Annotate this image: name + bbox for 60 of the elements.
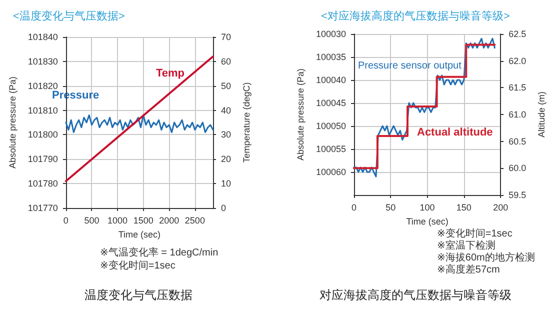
y2-tick-label: 60.0 [508, 163, 526, 174]
text: 温度变化与气压数据 [84, 288, 192, 302]
y2-tick-label: 10 [221, 178, 232, 189]
y-axis-title: Absolute pressure (Pa) [296, 68, 306, 161]
y-tick-label: 100035 [316, 52, 346, 62]
chart-title: <对应海拔高度的气压数据与噪音等级> [321, 10, 510, 22]
y2-tick-label: 60 [221, 56, 232, 66]
text: ※室温下检测 [437, 240, 496, 252]
y2-tick-label: 50 [221, 80, 232, 91]
y-tick-label: 100055 [316, 144, 346, 154]
y2-tick-label: 20 [221, 154, 232, 164]
y-tick-label: 101800 [28, 130, 58, 140]
y-tick-label: 101820 [28, 80, 58, 91]
chart-title: <温度变化与气压数据> [13, 10, 125, 22]
y2-tick-label: 62.0 [508, 56, 526, 66]
x-tick-label: 1500 [133, 216, 154, 226]
y-tick-label: 100040 [316, 75, 346, 85]
x-tick-label: 0 [63, 216, 68, 226]
y-tick-label: 101790 [28, 154, 58, 164]
x-tick-label: 100 [420, 202, 435, 212]
x-tick-label: 150 [456, 202, 472, 212]
x-axis-title: Time (sec) [406, 216, 448, 226]
y2-tick-label: 62.5 [508, 29, 526, 39]
y-tick-label: 100060 [316, 167, 346, 177]
text: ※高度差57cm [437, 264, 500, 276]
y-tick-label: 100030 [316, 29, 346, 39]
text: ※变化时间=1sec [437, 228, 512, 240]
y2-tick-label: 70 [221, 32, 232, 42]
y2-axis-title: Temperature (degC) [241, 82, 252, 163]
y2-tick-label: 61.0 [508, 110, 526, 120]
y-tick-label: 101830 [28, 56, 58, 66]
text: ※变化时间=1sec [100, 260, 176, 272]
series-label: Pressure sensor output [358, 60, 462, 72]
text: ※气温变化率 = 1degC/min [100, 246, 218, 258]
y-tick-label: 100045 [316, 98, 346, 108]
y-tick-label: 101770 [28, 203, 58, 213]
y2-tick-label: 40 [221, 105, 232, 116]
y-tick-label: 100050 [316, 121, 346, 131]
y2-tick-label: 30 [221, 130, 232, 140]
text: ※海拔60m的地方检测 [437, 252, 535, 264]
x-tick-label: 2000 [159, 216, 180, 226]
y-tick-label: 101810 [28, 105, 58, 116]
text: 对应海拔高度的气压数据与噪音等级 [320, 288, 512, 302]
x-tick-label: 2500 [184, 216, 205, 226]
y2-tick-label: 61.5 [508, 82, 526, 93]
line-series [65, 114, 214, 134]
x-tick-label: 0 [351, 202, 357, 212]
y2-tick-label: 60.5 [508, 136, 526, 146]
series-label: Actual altitude [417, 126, 493, 138]
x-tick-label: 1000 [108, 216, 128, 226]
series-label: Temp [156, 68, 185, 80]
y2-axis-title: Altitude (m) [536, 91, 546, 138]
x-tick-label: 200 [493, 202, 508, 212]
y-axis-title: Absolute pressure (Pa) [8, 76, 18, 169]
x-tick-label: 500 [84, 216, 100, 226]
x-axis-title: Time (sec) [118, 229, 161, 240]
y-tick-label: 101840 [28, 32, 58, 42]
y-tick-label: 101780 [28, 178, 58, 189]
y2-tick-label: 59.5 [508, 190, 526, 200]
x-tick-label: 50 [386, 202, 396, 212]
